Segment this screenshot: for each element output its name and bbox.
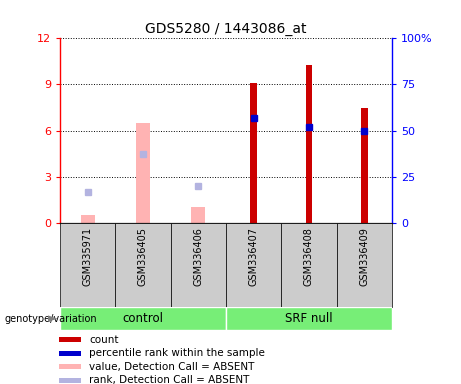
Bar: [59, 378, 81, 382]
Text: GSM335971: GSM335971: [83, 227, 93, 286]
Text: GSM336407: GSM336407: [248, 227, 259, 286]
Bar: [281, 223, 337, 307]
Bar: [250, 83, 257, 223]
Bar: [171, 223, 226, 307]
Bar: [337, 223, 392, 307]
Bar: [59, 351, 81, 356]
Bar: [361, 108, 367, 223]
Text: control: control: [123, 312, 163, 325]
Bar: [60, 223, 115, 307]
Bar: [226, 223, 281, 307]
Text: rank, Detection Call = ABSENT: rank, Detection Call = ABSENT: [89, 375, 249, 384]
Bar: [226, 307, 392, 330]
Text: GSM336406: GSM336406: [193, 227, 203, 286]
Text: value, Detection Call = ABSENT: value, Detection Call = ABSENT: [89, 362, 254, 372]
Text: SRF null: SRF null: [285, 312, 333, 325]
Bar: [136, 123, 150, 223]
Text: GSM336408: GSM336408: [304, 227, 314, 286]
Text: ►: ►: [48, 312, 58, 325]
Text: genotype/variation: genotype/variation: [5, 314, 97, 324]
Bar: [115, 223, 171, 307]
Bar: [306, 65, 312, 223]
Text: GSM336409: GSM336409: [359, 227, 369, 286]
Bar: [59, 364, 81, 369]
Bar: [59, 338, 81, 343]
Bar: [191, 207, 205, 223]
Text: GSM336405: GSM336405: [138, 227, 148, 286]
Bar: [60, 307, 226, 330]
Text: percentile rank within the sample: percentile rank within the sample: [89, 348, 265, 358]
Bar: [81, 215, 95, 223]
Title: GDS5280 / 1443086_at: GDS5280 / 1443086_at: [145, 22, 307, 36]
Text: count: count: [89, 335, 119, 345]
